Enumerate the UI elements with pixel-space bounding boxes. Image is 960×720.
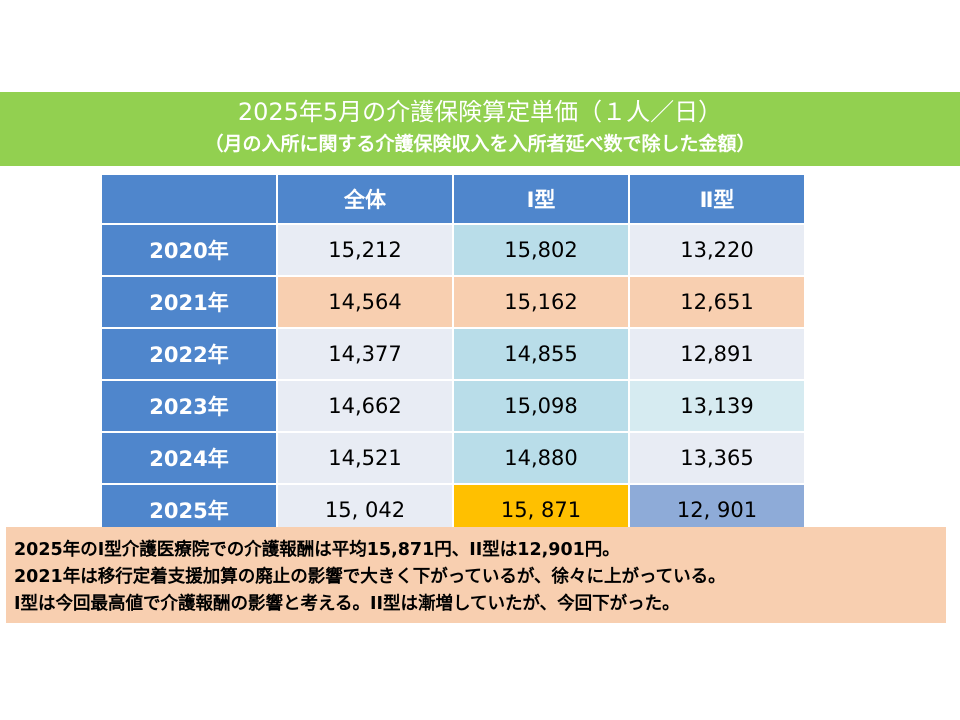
value-cell-type2: 13,139 xyxy=(628,379,806,433)
year-cell: 2023年 xyxy=(100,379,278,433)
value-cell-type1: 15,098 xyxy=(452,379,630,433)
commentary-line: I型は今回最高値で介護報酬の影響と考える。II型は漸増していたが、今回下がった。 xyxy=(14,594,680,614)
value-cell-type2: 13,220 xyxy=(628,223,806,277)
table-header-row: 全体 Ⅰ型 Ⅱ型 xyxy=(100,173,806,225)
header-cell-type1: Ⅰ型 xyxy=(452,173,630,225)
value-cell-type2: 12,651 xyxy=(628,275,806,329)
commentary-line: 2021年は移行定着支援加算の廃止の影響で大きく下がっているが、徐々に上がってい… xyxy=(14,567,726,587)
value-cell-total: 14,521 xyxy=(276,431,454,485)
value-cell-type2: 13,365 xyxy=(628,431,806,485)
commentary-line: 2025年のI型介護医療院での介護報酬は平均15,871円、II型は12,901… xyxy=(14,540,620,560)
year-cell: 2024年 xyxy=(100,431,278,485)
commentary-box: 2025年のI型介護医療院での介護報酬は平均15,871円、II型は12,901… xyxy=(6,527,946,623)
value-cell-total: 14,662 xyxy=(276,379,454,433)
table-row: 2022年 14,377 14,855 12,891 xyxy=(100,327,806,381)
value-cell-type1: 15,802 xyxy=(452,223,630,277)
value-cell-type1: 14,855 xyxy=(452,327,630,381)
value-cell-type2: 12,891 xyxy=(628,327,806,381)
header-cell-empty xyxy=(100,173,278,225)
year-cell: 2020年 xyxy=(100,223,278,277)
table-row: 2020年 15,212 15,802 13,220 xyxy=(100,223,806,277)
header-cell-type2: Ⅱ型 xyxy=(628,173,806,225)
value-cell-type1: 14,880 xyxy=(452,431,630,485)
title-banner: 2025年5月の介護保険算定単価（１人／日） （月の入所に関する介護保険収入を入… xyxy=(0,92,960,166)
header-cell-total: 全体 xyxy=(276,173,454,225)
unit-price-table: 全体 Ⅰ型 Ⅱ型 2020年 15,212 15,802 13,220 2021… xyxy=(100,173,806,537)
table-row: 2023年 14,662 15,098 13,139 xyxy=(100,379,806,433)
year-cell: 2022年 xyxy=(100,327,278,381)
table-row: 2021年 14,564 15,162 12,651 xyxy=(100,275,806,329)
page-subtitle: （月の入所に関する介護保険収入を入所者延べ数で除した金額） xyxy=(204,133,756,155)
year-cell: 2021年 xyxy=(100,275,278,329)
table-row: 2024年 14,521 14,880 13,365 xyxy=(100,431,806,485)
value-cell-total: 15,212 xyxy=(276,223,454,277)
value-cell-total: 14,377 xyxy=(276,327,454,381)
value-cell-type1: 15,162 xyxy=(452,275,630,329)
page-title: 2025年5月の介護保険算定単価（１人／日） xyxy=(237,98,723,126)
value-cell-total: 14,564 xyxy=(276,275,454,329)
